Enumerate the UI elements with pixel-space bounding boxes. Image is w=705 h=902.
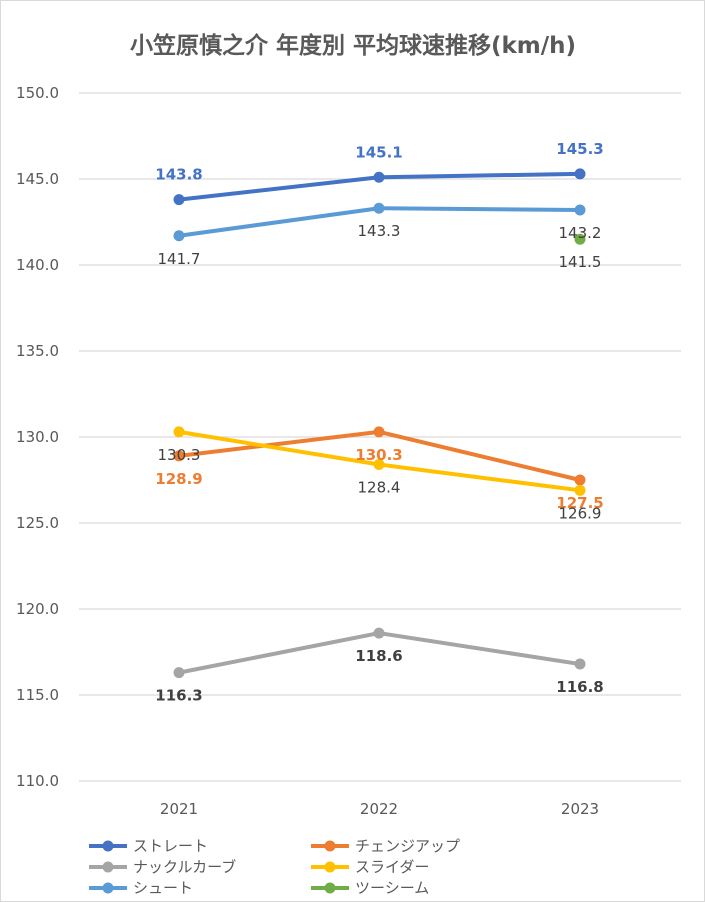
y-tick-label: 130.0 [16, 428, 59, 446]
data-label: 141.7 [158, 250, 201, 268]
legend-swatch-marker [324, 861, 336, 873]
data-point [373, 426, 385, 438]
y-tick-label: 150.0 [16, 84, 59, 102]
data-label: 128.9 [155, 470, 202, 488]
legend-swatch-marker [324, 882, 336, 894]
chart-title: 小笠原慎之介 年度別 平均球速推移(km/h) [130, 32, 576, 59]
data-label: 143.3 [358, 222, 401, 240]
data-label: 143.8 [155, 166, 202, 184]
data-point [173, 426, 185, 438]
data-point [574, 233, 586, 245]
data-point [574, 204, 586, 216]
data-label: 118.6 [355, 647, 402, 665]
legend-swatch-marker [102, 861, 114, 873]
data-label: 126.9 [559, 504, 602, 522]
data-label: 141.5 [559, 253, 602, 271]
data-point [574, 484, 586, 496]
data-label: 127.5 [556, 494, 603, 512]
data-label: 145.3 [556, 140, 603, 158]
data-label: 128.4 [358, 479, 401, 497]
legend-swatch-marker [102, 882, 114, 894]
legend-label: ストレート [133, 837, 208, 855]
data-point [373, 627, 385, 639]
y-tick-label: 120.0 [16, 600, 59, 618]
x-tick-label: 2022 [360, 800, 398, 818]
x-tick-label: 2023 [561, 800, 599, 818]
data-point [173, 230, 185, 242]
data-point [173, 667, 185, 679]
legend-swatch-marker [324, 840, 336, 852]
data-point [373, 459, 385, 471]
data-point [574, 168, 586, 180]
data-point [574, 474, 586, 486]
data-point [373, 202, 385, 214]
data-point [173, 194, 185, 206]
x-tick-label: 2021 [160, 800, 198, 818]
data-label: 143.2 [559, 224, 602, 242]
data-label-layer: 143.8 145.1 145.3 128.9 130.3 127.5 116.3 118.6… [155, 140, 603, 705]
data-label: 116.8 [556, 678, 603, 696]
y-tick-label: 145.0 [16, 170, 59, 188]
legend-label: ツーシーム [355, 879, 429, 897]
y-tick-label: 140.0 [16, 256, 59, 274]
legend-label: スライダー [355, 858, 429, 876]
legend-swatch-marker [102, 840, 114, 852]
data-label: 116.3 [155, 687, 202, 705]
x-axis: 2021 2022 2023 [160, 800, 599, 818]
y-tick-label: 125.0 [16, 514, 59, 532]
data-label: 130.3 [355, 446, 402, 464]
data-label: 145.1 [355, 143, 402, 161]
legend-label: シュート [133, 879, 193, 897]
legend-label: チェンジアップ [355, 837, 460, 855]
data-label: 130.3 [158, 446, 201, 464]
y-tick-label: 135.0 [16, 342, 59, 360]
y-tick-label: 110.0 [16, 772, 59, 790]
data-point [173, 450, 185, 462]
series-layer [173, 168, 586, 679]
data-point [373, 171, 385, 183]
legend-label: ナックルカーブ [133, 858, 236, 876]
y-tick-label: 115.0 [16, 686, 59, 704]
data-point [574, 658, 586, 670]
